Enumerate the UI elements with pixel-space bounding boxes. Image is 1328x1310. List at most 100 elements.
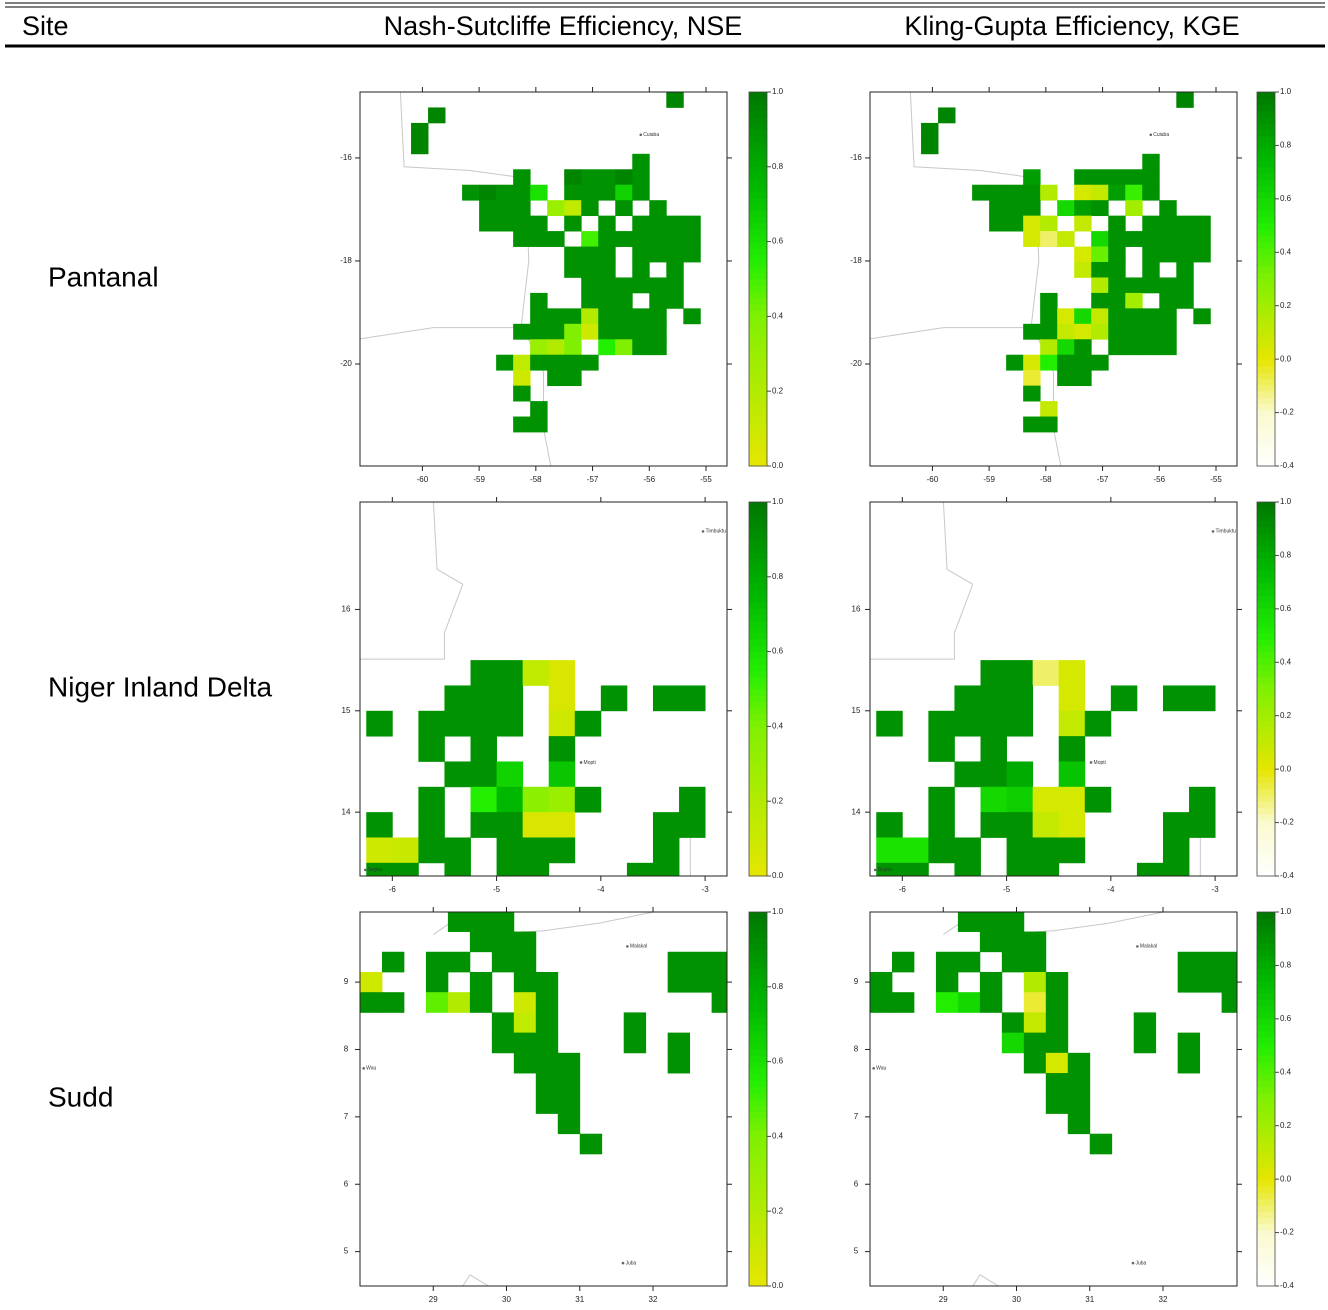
place-dot (1136, 945, 1139, 948)
grid-cell (479, 215, 497, 232)
grid-cell (548, 837, 576, 864)
grid-cell (1045, 1093, 1069, 1114)
colorbar-band (1257, 416, 1275, 423)
colorbar-band (1257, 589, 1275, 596)
grid-cell (928, 837, 955, 864)
grid-cell (513, 1012, 537, 1034)
grid-cell (548, 812, 576, 838)
grid-cell (1133, 1012, 1157, 1034)
colorbar-band (749, 1005, 767, 1013)
colorbar-band (749, 720, 767, 727)
grid-cell (1023, 169, 1041, 186)
colorbar-band (1257, 285, 1275, 292)
colorbar-band (1257, 260, 1275, 268)
colorbar-band (1257, 1192, 1275, 1200)
colorbar-band (1257, 1123, 1275, 1131)
grid-cell (632, 153, 650, 170)
grid-cell (1176, 277, 1194, 294)
colorbar-band (749, 135, 767, 143)
grid-cell (530, 401, 548, 417)
colorbar-band (749, 1161, 767, 1169)
colorbar-band (1257, 266, 1275, 274)
colorbar-frame (748, 91, 768, 467)
colorbar-band (749, 657, 767, 665)
place-dot (363, 868, 367, 872)
colorbar-tick-label: -0.2 (1280, 408, 1294, 417)
grid-cell (1221, 951, 1237, 973)
colorbar-band (749, 1011, 767, 1019)
grid-cell (1023, 184, 1041, 201)
grid-cell (1057, 308, 1075, 325)
colorbar-band (1257, 949, 1275, 957)
colorbar-band (1257, 851, 1275, 858)
grid-cell (1125, 184, 1143, 201)
colorbar-band (749, 545, 767, 553)
place-dot (1211, 530, 1215, 533)
colorbar-band (749, 838, 767, 846)
grid-cell (1159, 323, 1177, 340)
grid-cell (1023, 231, 1041, 247)
colorbar-band (1257, 98, 1275, 105)
y-tick-label: 9 (344, 977, 349, 986)
grid-cell (574, 786, 602, 813)
colorbar-band (749, 968, 767, 975)
grid-cell (1032, 862, 1060, 876)
colorbar-band (1257, 241, 1275, 249)
colorbar-band (1257, 1279, 1275, 1287)
colorbar-band (749, 595, 767, 603)
colorbar-band (749, 1211, 767, 1218)
grid-cell (470, 786, 497, 813)
grid-cell (581, 169, 599, 186)
colorbar-band (1257, 135, 1275, 143)
grid-cell (598, 339, 616, 356)
colorbar-band (1257, 303, 1275, 311)
grid-cell (1162, 685, 1190, 712)
grid-cell (381, 992, 405, 1013)
grid-cell (666, 231, 684, 247)
grid-cell (1074, 215, 1092, 232)
colorbar-tick-label: -0.2 (1280, 818, 1294, 827)
grid-cell (1006, 761, 1034, 788)
colorbar-band (1257, 999, 1275, 1006)
colorbar-band (1257, 620, 1275, 628)
grid-cell (1108, 231, 1126, 247)
colorbar-band (749, 682, 767, 690)
grid-cell (1032, 660, 1060, 686)
grid-cell (980, 812, 1007, 838)
grid-cell (381, 951, 405, 973)
grid-cell (626, 862, 654, 876)
colorbar-band (749, 520, 767, 528)
colorbar-band (749, 384, 767, 392)
colorbar-band (1257, 1030, 1275, 1038)
colorbar-band (1257, 980, 1275, 988)
y-tick-label: -20 (340, 359, 352, 368)
colorbar-band (1257, 551, 1275, 559)
colorbar-band (749, 272, 767, 280)
grid-cell (1074, 200, 1092, 217)
colorbar-band (749, 204, 767, 211)
grid-cell (1045, 992, 1069, 1013)
grid-cell (1001, 931, 1025, 953)
grid-cell (980, 710, 1007, 737)
colorbar-band (1257, 1142, 1275, 1150)
grid-cell (711, 951, 727, 973)
grid-cell (667, 1032, 691, 1054)
grid-cell (522, 862, 550, 876)
colorbar-tick-label: 0.2 (772, 796, 784, 805)
colorbar-tick-label: 0.8 (772, 572, 784, 581)
grid-cell (598, 323, 616, 340)
grid-cell (921, 138, 939, 155)
colorbar-band (1257, 166, 1275, 174)
colorbar-band (1257, 1204, 1275, 1212)
grid-cell (392, 837, 419, 864)
colorbar-band (1257, 676, 1275, 684)
place-label: Cuiaba (1153, 132, 1169, 138)
grid-cell (957, 951, 981, 973)
colorbar-tick-label: 1.0 (1280, 907, 1292, 916)
colorbar-band (749, 949, 767, 957)
colorbar-tick-label: 0.0 (772, 871, 784, 880)
grid-cell (891, 992, 915, 1013)
grid-cell (1057, 200, 1075, 217)
colorbar-band (749, 514, 767, 522)
grid-cell (530, 323, 548, 340)
